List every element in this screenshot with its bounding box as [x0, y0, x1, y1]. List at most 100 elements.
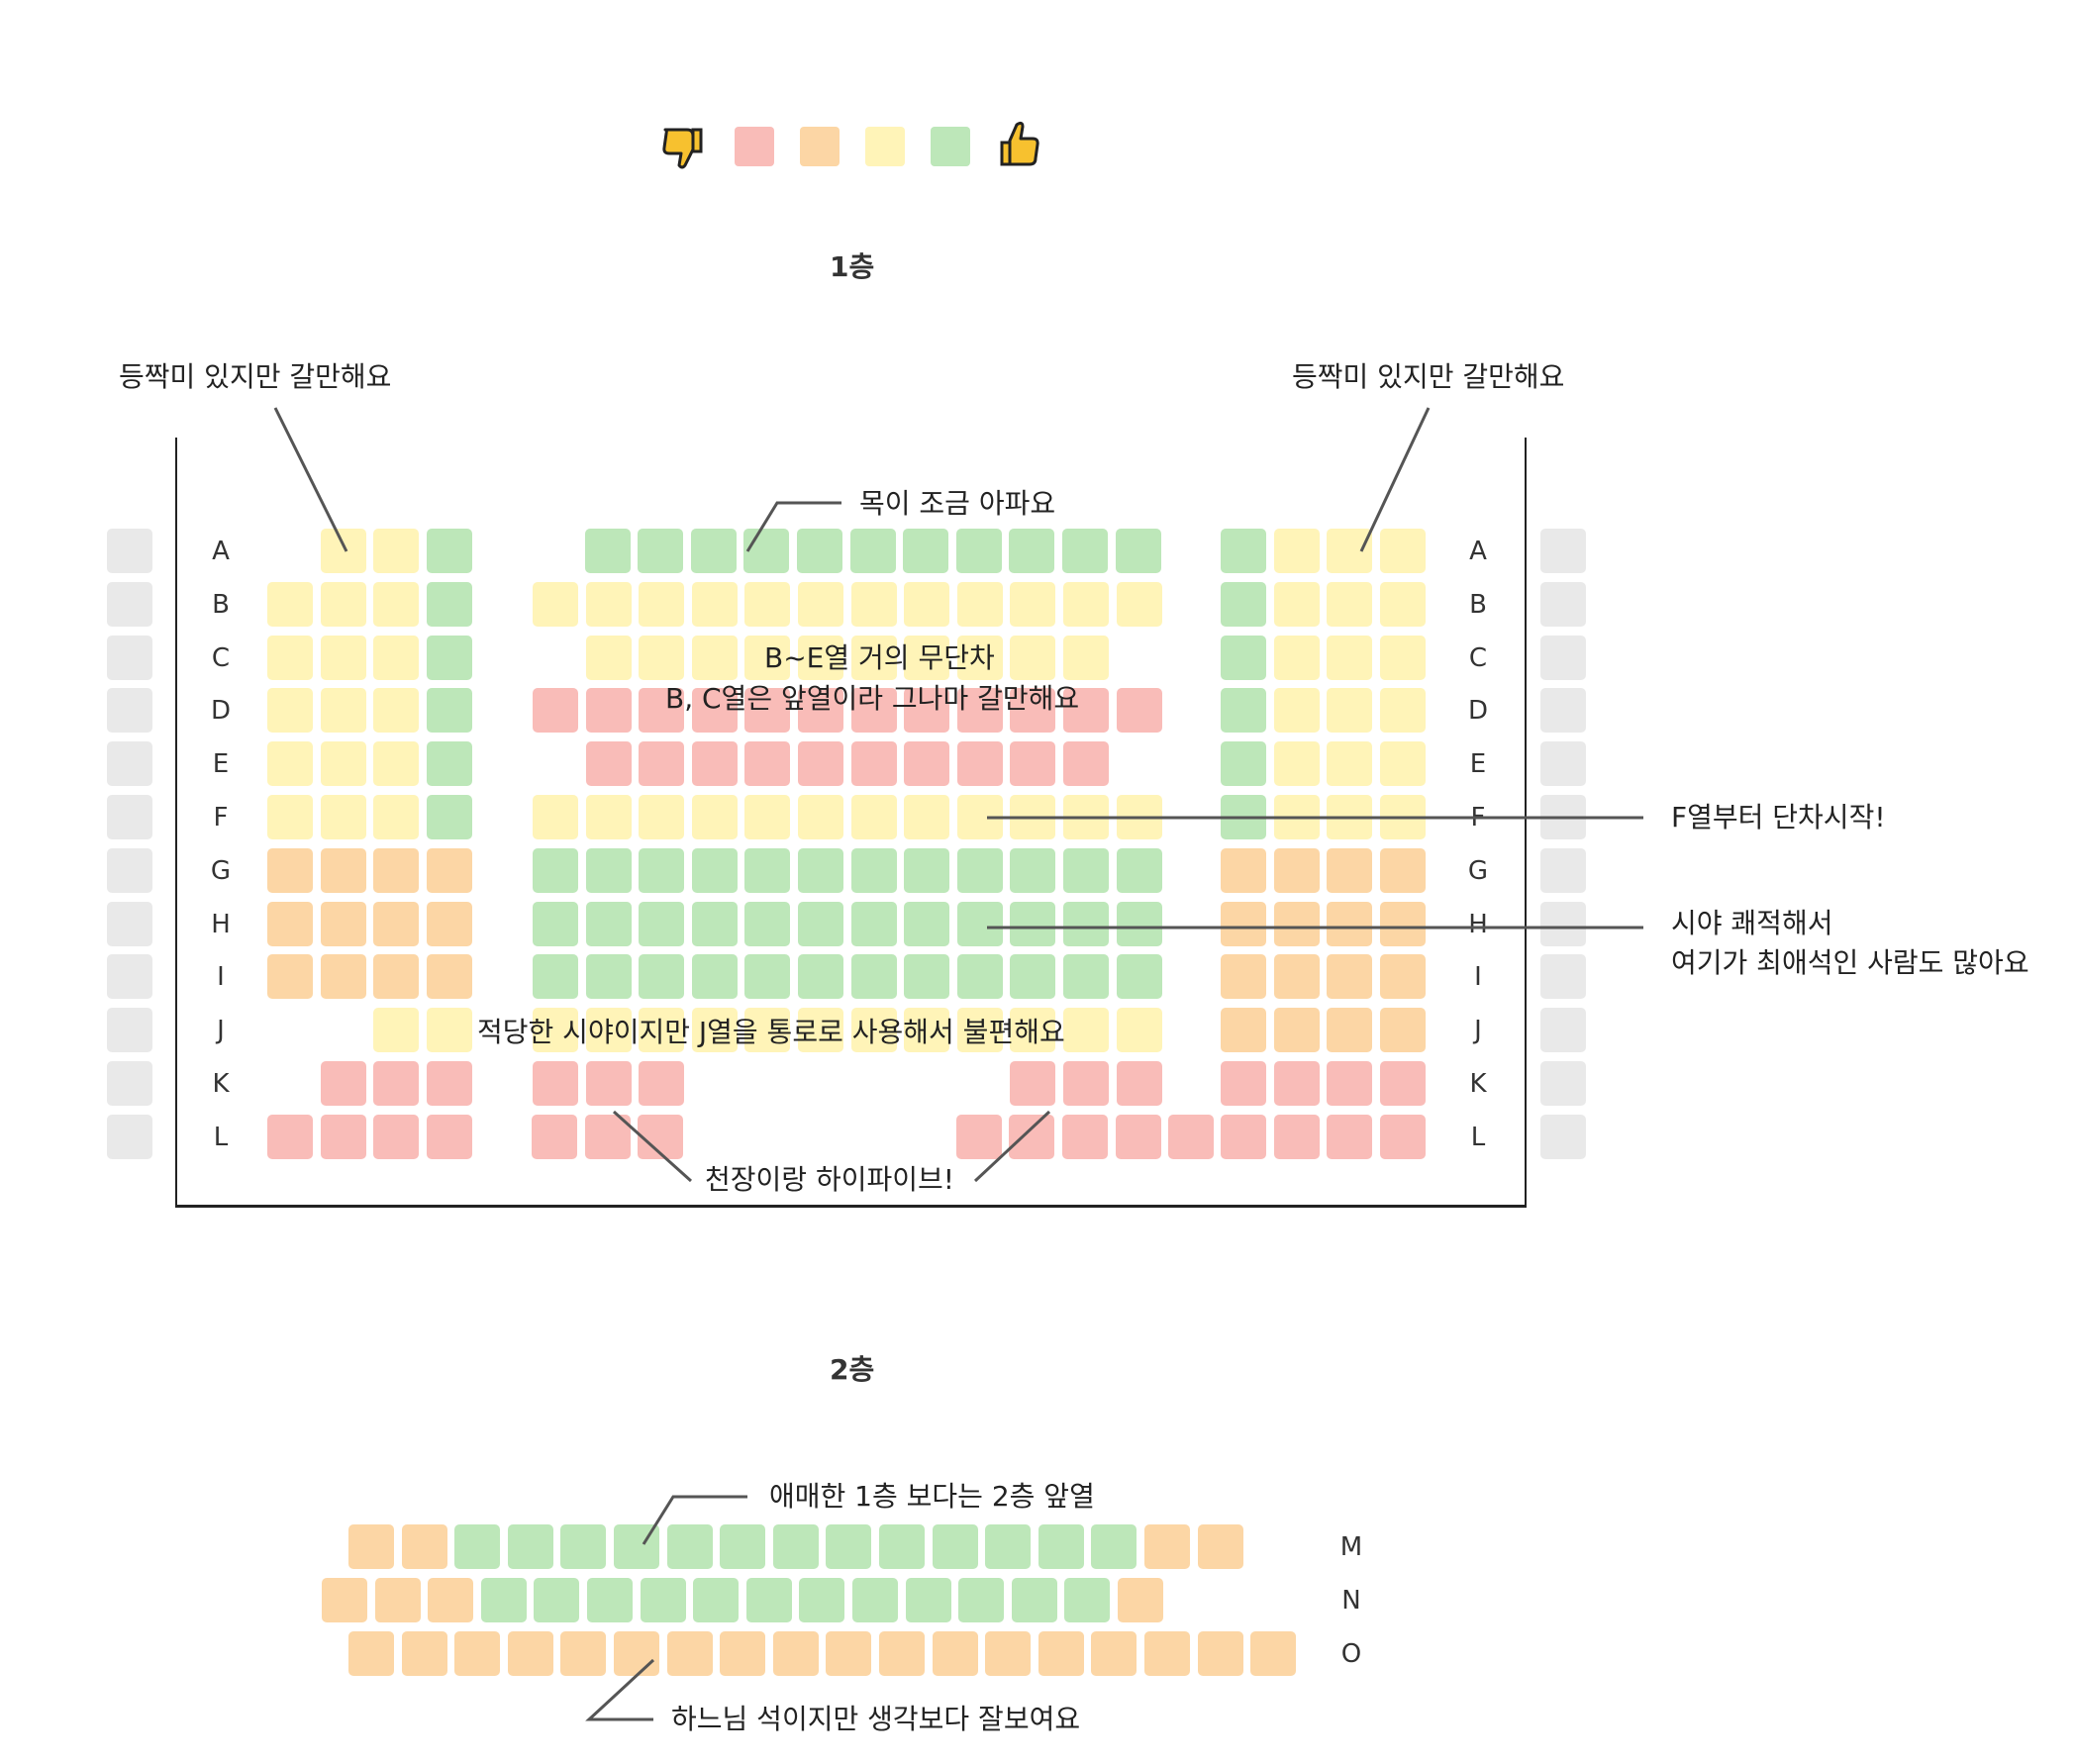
seat[interactable]: [427, 954, 472, 999]
seat[interactable]: [1327, 1061, 1372, 1106]
seat[interactable]: [744, 688, 790, 733]
seat[interactable]: [798, 636, 843, 680]
seat[interactable]: [904, 795, 949, 839]
seat[interactable]: [321, 688, 366, 733]
seat[interactable]: [1221, 741, 1266, 786]
seat[interactable]: [1327, 636, 1372, 680]
seat[interactable]: [586, 848, 632, 893]
seat[interactable]: [798, 848, 843, 893]
seat[interactable]: [1063, 902, 1109, 946]
seat[interactable]: [798, 741, 843, 786]
seat-unavailable-left[interactable]: [107, 582, 152, 627]
seat[interactable]: [614, 1524, 659, 1569]
seat[interactable]: [798, 902, 843, 946]
seat[interactable]: [586, 636, 632, 680]
seat[interactable]: [1038, 1524, 1084, 1569]
seat[interactable]: [1198, 1631, 1243, 1676]
seat[interactable]: [427, 582, 472, 627]
seat[interactable]: [850, 529, 896, 573]
seat[interactable]: [985, 1524, 1031, 1569]
seat-unavailable-right[interactable]: [1540, 1061, 1586, 1106]
seat-unavailable-left[interactable]: [107, 954, 152, 999]
seat[interactable]: [1274, 1115, 1320, 1159]
seat[interactable]: [1327, 741, 1372, 786]
seat[interactable]: [1063, 954, 1109, 999]
seat[interactable]: [1116, 529, 1161, 573]
seat[interactable]: [639, 848, 684, 893]
seat[interactable]: [1274, 954, 1320, 999]
seat[interactable]: [1010, 688, 1055, 733]
seat[interactable]: [1062, 529, 1108, 573]
seat[interactable]: [797, 529, 842, 573]
seat[interactable]: [1221, 795, 1266, 839]
seat[interactable]: [267, 954, 313, 999]
seat[interactable]: [933, 1631, 978, 1676]
seat[interactable]: [692, 902, 738, 946]
seat[interactable]: [1010, 1008, 1055, 1052]
seat[interactable]: [985, 1631, 1031, 1676]
seat[interactable]: [533, 688, 578, 733]
seat[interactable]: [1010, 902, 1055, 946]
seat[interactable]: [267, 795, 313, 839]
seat-unavailable-right[interactable]: [1540, 582, 1586, 627]
seat-unavailable-left[interactable]: [107, 795, 152, 839]
seat[interactable]: [427, 1008, 472, 1052]
seat[interactable]: [1063, 848, 1109, 893]
seat[interactable]: [1221, 636, 1266, 680]
seat[interactable]: [1380, 741, 1426, 786]
seat[interactable]: [427, 795, 472, 839]
seat[interactable]: [1250, 1631, 1296, 1676]
seat[interactable]: [533, 1061, 578, 1106]
seat[interactable]: [798, 1008, 843, 1052]
seat[interactable]: [798, 688, 843, 733]
seat[interactable]: [1327, 1008, 1372, 1052]
seat[interactable]: [1118, 1578, 1163, 1622]
seat[interactable]: [904, 741, 949, 786]
seat[interactable]: [744, 1008, 790, 1052]
seat[interactable]: [904, 902, 949, 946]
seat[interactable]: [1063, 582, 1109, 627]
seat-unavailable-left[interactable]: [107, 902, 152, 946]
seat[interactable]: [1010, 636, 1055, 680]
seat[interactable]: [957, 582, 1003, 627]
seat[interactable]: [957, 1008, 1003, 1052]
seat[interactable]: [1327, 848, 1372, 893]
seat[interactable]: [639, 582, 684, 627]
seat[interactable]: [639, 636, 684, 680]
seat-unavailable-right[interactable]: [1540, 902, 1586, 946]
seat[interactable]: [1010, 582, 1055, 627]
seat[interactable]: [585, 1115, 631, 1159]
seat-unavailable-left[interactable]: [107, 741, 152, 786]
seat[interactable]: [904, 636, 949, 680]
seat[interactable]: [373, 688, 419, 733]
seat[interactable]: [348, 1524, 394, 1569]
seat[interactable]: [586, 795, 632, 839]
seat[interactable]: [693, 1578, 739, 1622]
seat[interactable]: [1327, 582, 1372, 627]
seat[interactable]: [639, 1061, 684, 1106]
seat[interactable]: [1327, 954, 1372, 999]
seat[interactable]: [692, 636, 738, 680]
seat[interactable]: [904, 954, 949, 999]
seat[interactable]: [427, 902, 472, 946]
seat[interactable]: [1380, 902, 1426, 946]
seat[interactable]: [1327, 1115, 1372, 1159]
seat[interactable]: [1221, 1008, 1266, 1052]
seat[interactable]: [1380, 529, 1426, 573]
seat-unavailable-right[interactable]: [1540, 1008, 1586, 1052]
seat[interactable]: [321, 954, 366, 999]
seat[interactable]: [957, 954, 1003, 999]
seat[interactable]: [586, 741, 632, 786]
seat[interactable]: [1063, 688, 1109, 733]
seat[interactable]: [957, 636, 1003, 680]
seat[interactable]: [481, 1578, 527, 1622]
seat[interactable]: [957, 902, 1003, 946]
seat[interactable]: [720, 1631, 765, 1676]
seat[interactable]: [321, 795, 366, 839]
seat[interactable]: [692, 795, 738, 839]
seat[interactable]: [1117, 1061, 1162, 1106]
seat[interactable]: [798, 954, 843, 999]
seat[interactable]: [1064, 1578, 1110, 1622]
seat[interactable]: [1380, 848, 1426, 893]
seat[interactable]: [321, 741, 366, 786]
